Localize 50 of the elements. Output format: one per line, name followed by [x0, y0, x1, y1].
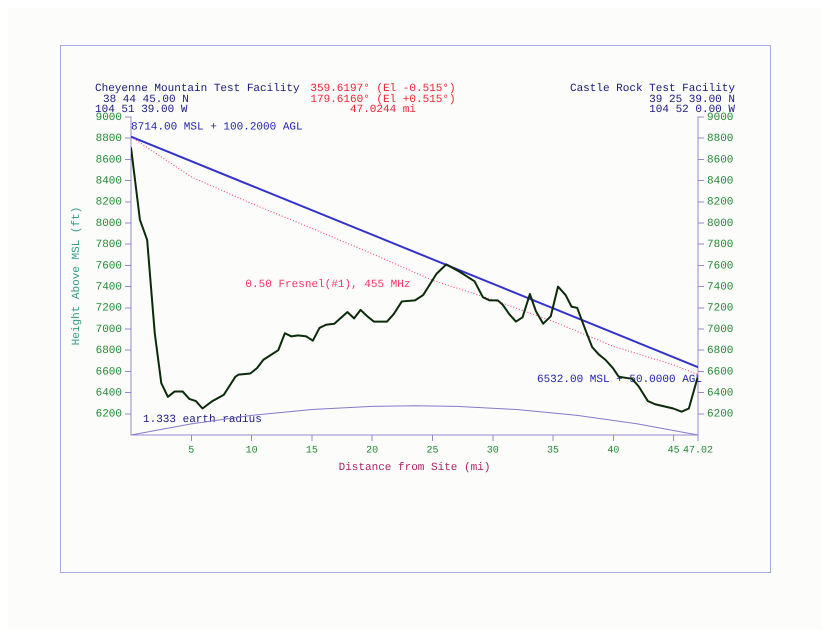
y-tick-label: 6200: [96, 408, 122, 421]
y2-tick-label: 8800: [707, 133, 734, 146]
y2-tick-label: 7200: [707, 302, 734, 315]
series-label: 0.50 Fresnel(#1), 455 MHz: [245, 279, 410, 292]
x-tick-label: 45: [668, 446, 680, 457]
annotation: 8714.00 MSL + 100.2000 AGL: [131, 122, 303, 134]
y-tick-label: 8200: [96, 196, 122, 209]
text: 39 25 39.00 N: [649, 94, 735, 106]
y-tick-label: 8800: [96, 133, 122, 146]
series-label: 1.333 earth radius: [143, 414, 262, 426]
y2-tick-label: 7400: [707, 282, 734, 294]
x-axis-title: Distance from Site (mi): [338, 462, 490, 474]
y-tick-label: 8000: [96, 218, 122, 230]
x-tick-label: 30: [486, 446, 499, 457]
y-axis-title: Height Above MSL (ft): [70, 206, 83, 346]
text: 38 44 45.00 N: [103, 94, 189, 106]
y-tick-label: 7200: [96, 302, 122, 315]
y-tick-label: 6800: [96, 345, 122, 358]
y2-tick-label: 6400: [707, 388, 734, 400]
y-tick-label: 8600: [96, 154, 122, 166]
y2-tick-label: 7600: [707, 260, 734, 272]
x-tick-label: 25: [426, 446, 438, 457]
x-tick-label: 35: [547, 446, 560, 457]
x-tick-label: 15: [306, 446, 318, 457]
y-tick-label: 8400: [96, 176, 122, 188]
text: 47.0244 mi: [350, 104, 416, 116]
x-tick-label: 5: [188, 446, 194, 457]
y2-tick-label: 7800: [707, 239, 734, 252]
y-tick-label: 6600: [96, 366, 122, 378]
y2-tick-label: 6200: [707, 408, 734, 421]
y2-tick-label: 8400: [707, 176, 734, 188]
y-tick-label: 7400: [96, 282, 122, 294]
y2-tick-label: 8600: [707, 154, 734, 166]
text: Castle Rock Test Facility: [570, 82, 736, 95]
y-tick-label: 6400: [96, 388, 122, 400]
y2-tick-label: 6800: [707, 345, 734, 358]
y-tick-label: 7600: [96, 260, 122, 272]
y2-tick-label: 7000: [707, 324, 734, 336]
y2-tick-label: 8000: [707, 218, 734, 230]
x-tick-label: 40: [607, 446, 620, 457]
x-tick-label: 10: [246, 446, 258, 457]
y2-tick-label: 8200: [707, 196, 734, 209]
y-tick-label: 7800: [96, 239, 122, 252]
y-tick-label: 7000: [96, 324, 122, 336]
x-tick-label: 47.02: [682, 446, 714, 457]
text: 179.6160° (El +0.515°): [310, 94, 456, 106]
x-tick-label: 20: [366, 446, 378, 457]
text: 359.6197° (El -0.515°): [310, 82, 456, 95]
text: Cheyenne Mountain Test Facility: [95, 82, 300, 95]
y2-tick-label: 6600: [707, 366, 734, 378]
